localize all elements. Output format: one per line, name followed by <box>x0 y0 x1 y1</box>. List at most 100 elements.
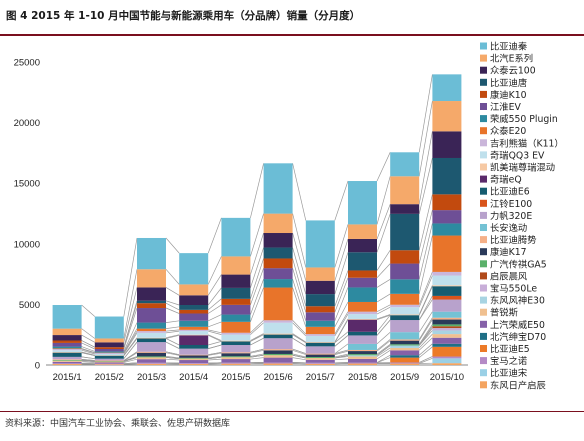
bar-segment <box>137 331 166 333</box>
bar-segment <box>390 332 420 340</box>
bar-segment <box>263 163 293 214</box>
legend-label: 康迪K10 <box>490 89 527 101</box>
bar-segment <box>137 342 166 352</box>
bar-segment <box>432 295 462 300</box>
series-connector-line <box>81 295 433 360</box>
title-divider <box>0 34 584 36</box>
bar-segment <box>179 326 209 330</box>
legend-label: 凯美瑞尊瑞混动 <box>490 162 555 174</box>
bar-segment <box>52 352 82 353</box>
bar-segment <box>263 247 293 259</box>
x-tick-label: 2015/3 <box>137 372 166 383</box>
bar-segment <box>305 341 335 343</box>
bar-segment <box>390 307 420 315</box>
legend-swatch <box>480 381 487 389</box>
bar-segment <box>137 332 166 338</box>
bar-segment <box>179 335 209 346</box>
bar-segment <box>179 253 209 285</box>
series-connector-line <box>81 235 433 353</box>
bar-segment <box>52 364 82 365</box>
bar-segment <box>348 252 377 271</box>
legend-label: 奇瑞eQ <box>490 174 522 186</box>
bar-segment <box>179 345 209 349</box>
legend-swatch <box>480 357 487 365</box>
legend-swatch <box>480 139 487 147</box>
bar-segment <box>348 311 377 315</box>
bar-segment <box>263 258 293 269</box>
bar-segment <box>348 301 377 312</box>
legend-label: 宝马550Le <box>490 283 537 295</box>
bar-segment <box>305 362 335 364</box>
bar-segment <box>390 355 420 358</box>
legend-label: 奇瑞QQ3 EV <box>490 149 545 161</box>
bar-segment <box>348 319 377 332</box>
x-tick-label: 2015/1 <box>53 372 82 383</box>
bar-segment <box>52 350 82 353</box>
bar-segment <box>348 343 377 350</box>
y-tick-label: 25000 <box>14 58 40 69</box>
bar-segment <box>179 320 209 327</box>
bar-segment <box>94 355 124 359</box>
x-tick-label: 2015/4 <box>179 372 208 383</box>
bar-segment <box>432 358 462 364</box>
legend-label: 江淮EV <box>490 102 521 113</box>
legend-label: 比亚迪秦 <box>490 41 528 53</box>
bar-segment <box>94 342 124 348</box>
legend-swatch <box>480 175 487 183</box>
bar-segment <box>432 363 462 365</box>
legend-swatch <box>480 115 487 123</box>
bar-segment <box>348 335 377 344</box>
series-connector-line <box>81 271 433 354</box>
bar-segment <box>305 353 335 355</box>
legend-label: 宝马之诺 <box>490 355 527 367</box>
bar-segment <box>305 335 335 342</box>
bar-segment <box>137 356 166 358</box>
bar-segment <box>432 223 462 236</box>
legend-swatch <box>480 42 487 50</box>
bar-segment <box>179 363 209 364</box>
bar-segment <box>179 284 209 296</box>
bar-segment <box>348 277 377 288</box>
x-tick-label: 2015/2 <box>95 372 124 383</box>
y-tick-label: 15000 <box>14 179 40 190</box>
bar-segment <box>305 334 335 336</box>
figure-title: 图 4 2015 年 1-10 月中国节能与新能源乘用车（分品牌）销量（分月度） <box>6 10 361 22</box>
series-connector-line <box>81 131 433 343</box>
bar-segment <box>432 235 462 272</box>
legend-label: 东风日产启辰 <box>490 379 546 391</box>
bar-segment <box>221 356 251 358</box>
legend-swatch <box>480 248 487 256</box>
legend-swatch <box>480 211 487 219</box>
bar-segment <box>52 359 82 361</box>
bar-segment <box>348 318 377 320</box>
bar-segment <box>221 321 251 333</box>
series-connector-line <box>81 311 433 361</box>
bar-segment <box>263 333 293 335</box>
legend-swatch <box>480 272 487 280</box>
series-connector-line <box>81 343 433 365</box>
bar-segment <box>390 250 420 264</box>
bar-segment <box>390 315 420 321</box>
bar-segment <box>390 339 420 341</box>
bar-segment <box>432 157 462 195</box>
bar-segment <box>390 263 420 280</box>
bar-segment <box>263 213 293 234</box>
bar-segment <box>348 363 377 365</box>
bar-segment <box>263 338 293 350</box>
bar-segment <box>137 352 166 357</box>
bar-segment <box>348 355 377 357</box>
bar-segment <box>432 299 462 312</box>
bar-segment <box>432 317 462 320</box>
chart-bars <box>52 74 462 365</box>
bar-segment <box>263 233 293 248</box>
series-connector-line <box>81 324 433 362</box>
bar-segment <box>432 356 462 359</box>
bar-segment <box>390 347 420 351</box>
bar-segment <box>348 314 377 319</box>
bar-segment <box>221 341 251 346</box>
legend-label: 北汽E系列 <box>490 53 533 65</box>
bar-segment <box>52 360 82 362</box>
bar-segment <box>179 358 209 361</box>
bar-segment <box>390 345 420 348</box>
